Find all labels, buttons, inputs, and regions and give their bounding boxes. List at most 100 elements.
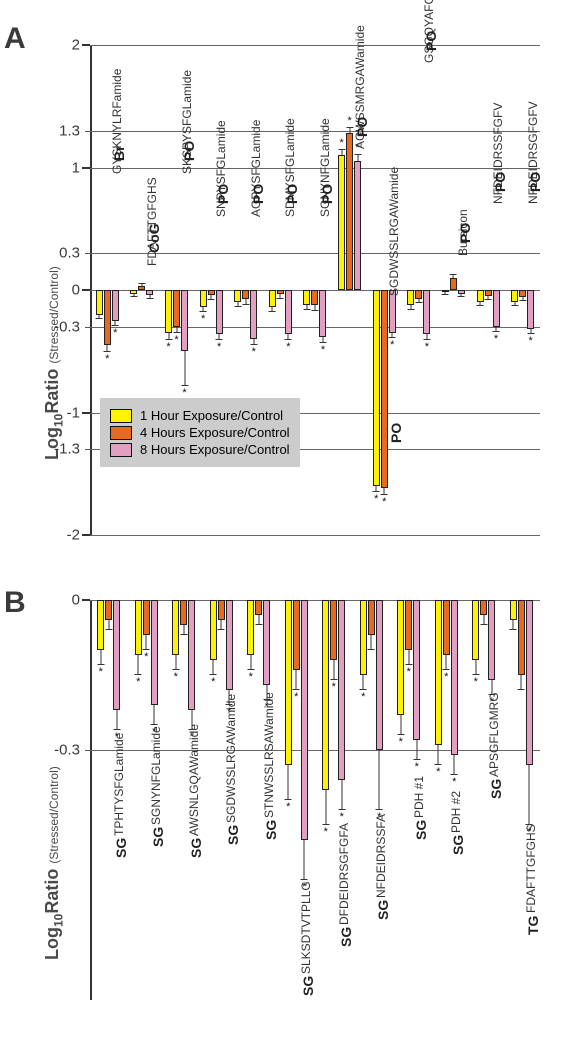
ytick-label: 2 <box>72 37 90 54</box>
peptide-label: DFDEIDRSGFGFA <box>337 823 351 925</box>
bar <box>407 290 414 305</box>
ytick-label: 1 <box>72 159 90 176</box>
bar <box>216 290 223 334</box>
tissue-tag: SG <box>488 779 504 799</box>
bar-group: **STNWSSLRSAWamideSG <box>240 600 278 1000</box>
bar-group: *SGNYNFGLamidePO <box>298 45 333 535</box>
bar <box>226 600 233 690</box>
bar <box>303 290 310 305</box>
bar <box>451 600 458 755</box>
bar-group: ***SGDWSSLRGAWamidePO <box>367 45 402 535</box>
tissue-tag: SG <box>338 927 354 947</box>
bar <box>413 600 420 740</box>
tissue-tag: SG <box>413 820 429 840</box>
tissue-tag: SG <box>113 838 129 858</box>
bar <box>200 290 207 307</box>
bar-group: **SGDWSSLRGAWamideSG <box>203 600 241 1000</box>
bar-group: *NFDEIDRSGFGFVPO <box>505 45 540 535</box>
peptide-label: PDH #1 <box>412 776 426 818</box>
bar-group: **APSGFLGMRGSG <box>465 600 503 1000</box>
bar <box>338 155 345 290</box>
bar <box>263 600 270 685</box>
bar <box>338 600 345 780</box>
bar-group: ***PDH #2SG <box>428 600 466 1000</box>
bar <box>104 290 111 345</box>
bar <box>360 600 367 675</box>
bar <box>527 290 534 329</box>
bar-group: BursiconPO <box>436 45 471 535</box>
ylabel-b: Log10Ratio (Stressed/Control) <box>42 766 66 960</box>
bar <box>488 600 495 680</box>
bar <box>255 600 262 615</box>
bar <box>138 286 145 290</box>
ytick-label: -0.3 <box>54 318 90 335</box>
bar-group: *FDAFTTGFGHSTG <box>503 600 541 1000</box>
bar <box>405 600 412 650</box>
bar <box>293 600 300 670</box>
ytick-label: -1 <box>67 404 90 421</box>
bar <box>180 600 187 625</box>
tissue-tag: SG <box>300 976 316 996</box>
bar <box>172 600 179 655</box>
bar <box>97 600 104 650</box>
panel-a: A Log10Ratio (Stressed/Control) 21.310.3… <box>0 0 562 580</box>
bar <box>472 600 479 660</box>
peptide-label: SGNYNFGLamide <box>149 726 163 825</box>
tissue-tag: SG <box>225 825 241 845</box>
bar-group: ***AGWSSMRGAWamidePO <box>332 45 367 535</box>
legend-label: 1 Hour Exposure/Control <box>140 408 283 423</box>
bar <box>480 600 487 615</box>
bar <box>218 600 225 620</box>
legend-label: 8 Hours Exposure/Control <box>140 442 290 457</box>
bar <box>368 600 375 635</box>
tissue-tag: SG <box>450 835 466 855</box>
peptide-label: APSGFLGMRG <box>487 692 501 777</box>
bar-group: **AWSNLGQAWamideSG <box>165 600 203 1000</box>
bar <box>234 290 241 302</box>
bar <box>242 290 249 299</box>
bar <box>151 600 158 705</box>
bar <box>188 600 195 710</box>
bar <box>510 600 517 620</box>
peptide-label: NFDEIDRSSFA <box>374 814 388 898</box>
bar <box>247 600 254 655</box>
bar <box>526 600 533 765</box>
bar <box>397 600 404 715</box>
bar-group: *GSGQYAFGLGKKAGGAYSFGLamidePO <box>402 45 437 535</box>
ytick-label: 0 <box>72 282 90 299</box>
panel-b: B Log10Ratio (Stressed/Control) 0-0.3**T… <box>0 580 562 1050</box>
bar <box>250 290 257 339</box>
bar <box>181 290 188 351</box>
bar <box>311 290 318 305</box>
bar-group: **TPHTYSFGLamideSG <box>90 600 128 1000</box>
bar <box>354 161 361 290</box>
bar <box>301 600 308 840</box>
bar <box>269 290 276 307</box>
bar <box>112 290 119 321</box>
ytick-label: 0.3 <box>59 245 90 262</box>
plot-b: 0-0.3**TPHTYSFGLamideSG***SGNYNFGLamideS… <box>90 600 540 1000</box>
bar-group: ***DFDEIDRSGFGFASG <box>315 600 353 1000</box>
bar <box>450 278 457 290</box>
bar <box>285 290 292 334</box>
peptide-label: PDH #2 <box>449 791 463 833</box>
bar <box>285 600 292 765</box>
bar <box>330 600 337 660</box>
bar <box>415 290 422 299</box>
bar <box>443 600 450 655</box>
plot-a: 21.310.30-0.3-1-1.3-2**GYSKNYLRFamideBrF… <box>90 45 540 535</box>
ytick-label: 1.3 <box>59 122 90 139</box>
bar <box>322 600 329 790</box>
tissue-tag: TG <box>525 916 541 935</box>
bar <box>389 290 396 333</box>
bar-group: ***PDH #1SG <box>390 600 428 1000</box>
bar-group: *NFDEIDRSSFGFVPO <box>471 45 506 535</box>
bar <box>346 133 353 290</box>
bar <box>373 290 380 486</box>
peptide-label: TPHTYSFGLamide <box>112 733 126 836</box>
ytick-label: -2 <box>67 527 90 544</box>
bar <box>518 600 525 675</box>
bar <box>96 290 103 315</box>
panel-a-letter: A <box>4 22 26 56</box>
bar <box>519 290 526 297</box>
